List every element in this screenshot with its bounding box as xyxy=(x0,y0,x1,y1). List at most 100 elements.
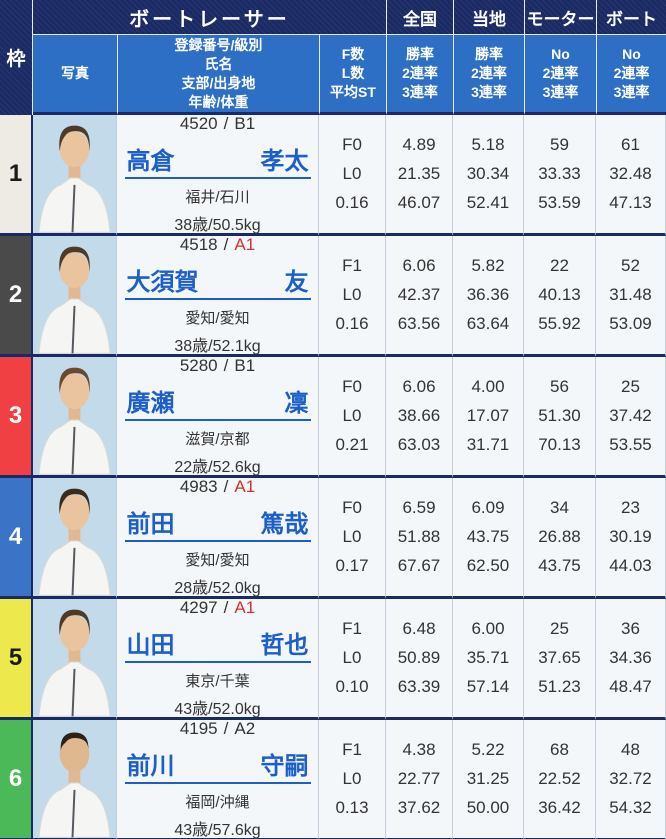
local-sub-line: 2連率 xyxy=(471,65,507,81)
motor-3rate: 51.23 xyxy=(538,677,581,696)
racer-name-link[interactable]: 廣瀬 凜 xyxy=(124,383,311,421)
age-weight: 22歳/52.6kg xyxy=(174,458,261,476)
national-stats-cell: 4.38 22.77 37.62 xyxy=(386,720,453,839)
frame-number: 5 xyxy=(0,599,33,720)
boat-number: 61 xyxy=(621,135,640,154)
boat-2rate: 37.42 xyxy=(609,406,652,425)
boat-group-header: ボート xyxy=(596,0,666,35)
portrait-image xyxy=(33,236,116,354)
racer-photo[interactable] xyxy=(33,599,117,720)
profile-header-line: 登録番号/級別 xyxy=(174,36,263,53)
portrait-image xyxy=(33,115,116,233)
racer-surname: 山田 xyxy=(126,631,175,659)
avg-st: 0.10 xyxy=(335,677,369,696)
national-2rate: 38.66 xyxy=(397,406,441,425)
racer-photo[interactable] xyxy=(33,115,117,236)
age-weight: 28歳/52.0kg xyxy=(174,579,261,597)
racer-name-link[interactable]: 山田 哲也 xyxy=(124,625,311,663)
frame-number: 6 xyxy=(0,720,33,839)
racer-given-name: 哲也 xyxy=(260,631,309,659)
national-sub-line: 3連率 xyxy=(402,84,438,100)
racer-class: A1 xyxy=(234,476,256,496)
motor-stats-cell: 59 33.33 53.59 xyxy=(524,115,596,236)
boat-number: 52 xyxy=(621,256,640,275)
racer-profile-cell: 4297 / A1 山田 哲也 東京/千葉 43歳/52.0kg xyxy=(117,597,319,720)
racer-given-name: 孝太 xyxy=(260,147,309,175)
registration-line: 5280 / B1 xyxy=(180,356,255,376)
boat-3rate: 48.47 xyxy=(609,677,652,696)
boat-sub-line: 2連率 xyxy=(613,65,650,81)
national-win-rate: 6.06 xyxy=(402,256,436,275)
l-count: L0 xyxy=(342,406,362,425)
l-count: L0 xyxy=(342,769,362,788)
boat-stats-cell: 23 30.19 44.03 xyxy=(596,478,666,599)
f-count-header-line: F数 xyxy=(341,46,365,62)
national-win-rate: 4.89 xyxy=(402,135,436,154)
racer-photo[interactable] xyxy=(33,236,117,357)
motor-number: 34 xyxy=(550,498,569,517)
local-stats-cell: 5.82 36.36 63.64 xyxy=(453,236,524,357)
national-2rate: 51.88 xyxy=(397,527,441,546)
registration-line: 4195 / A2 xyxy=(180,719,255,739)
registration-separator: / xyxy=(223,355,229,375)
motor-stats-cell: 34 26.88 43.75 xyxy=(524,478,596,599)
racer-name-link[interactable]: 前川 守嗣 xyxy=(124,746,311,784)
frame-column-header: 枠 xyxy=(0,0,33,115)
motor-2rate: 51.30 xyxy=(538,406,581,425)
registration-number: 4195 xyxy=(179,718,218,738)
national-stats-cell: 4.89 21.35 46.07 xyxy=(386,115,453,236)
boat-3rate: 54.32 xyxy=(609,798,652,817)
local-stats-cell: 6.09 43.75 62.50 xyxy=(453,478,524,599)
local-win-rate: 5.22 xyxy=(471,740,505,759)
registration-separator: / xyxy=(223,113,229,133)
l-count: L0 xyxy=(342,285,362,304)
fl-st-cell: F0 L0 0.17 xyxy=(319,478,386,599)
l-count: L0 xyxy=(342,648,362,667)
fl-st-cell: F0 L0 0.16 xyxy=(319,115,386,236)
motor-3rate: 36.42 xyxy=(538,798,581,817)
boat-sub-line: No xyxy=(622,46,641,62)
racer-class: A1 xyxy=(234,597,256,617)
portrait-image xyxy=(33,599,116,717)
registration-number: 4518 xyxy=(179,234,218,254)
boat-3rate: 53.55 xyxy=(609,435,652,454)
boat-number: 36 xyxy=(621,619,640,638)
racer-name-link[interactable]: 前田 篤哉 xyxy=(124,504,311,542)
racer-name-link[interactable]: 大須賀 友 xyxy=(124,262,311,300)
boatracer-header: ボートレーサー xyxy=(33,0,386,35)
avg-st: 0.16 xyxy=(335,314,369,333)
racer-class: A2 xyxy=(234,718,256,738)
local-stats-cell: 4.00 17.07 31.71 xyxy=(453,357,524,478)
national-stats-cell: 6.48 50.89 63.39 xyxy=(386,599,453,720)
motor-2rate: 33.33 xyxy=(538,164,581,183)
motor-3rate: 70.13 xyxy=(538,435,581,454)
national-win-rate: 4.38 xyxy=(402,740,436,759)
boat-number: 25 xyxy=(621,377,640,396)
registration-number: 4983 xyxy=(179,476,218,496)
national-3rate: 63.03 xyxy=(397,435,441,454)
racer-photo[interactable] xyxy=(33,357,117,478)
boat-2rate: 32.48 xyxy=(609,164,652,183)
racer-photo[interactable] xyxy=(33,478,117,599)
boat-2rate: 31.48 xyxy=(609,285,652,304)
registration-line: 4518 / A1 xyxy=(180,235,255,255)
racer-name-link[interactable]: 高倉 孝太 xyxy=(124,141,311,179)
national-3rate: 63.39 xyxy=(397,677,441,696)
motor-3rate: 43.75 xyxy=(538,556,581,575)
local-win-rate: 5.18 xyxy=(471,135,505,154)
racer-profile-cell: 4518 / A1 大須賀 友 愛知/愛知 38歳/52.1kg xyxy=(117,235,319,357)
avg-st: 0.16 xyxy=(335,193,369,212)
racer-photo[interactable] xyxy=(33,720,117,839)
national-stats-cell: 6.06 38.66 63.03 xyxy=(386,357,453,478)
fl-st-column-header: F数 L数 平均ST xyxy=(319,35,386,115)
motor-number: 22 xyxy=(550,256,569,275)
age-weight: 38歳/52.1kg xyxy=(174,337,261,355)
portrait-image xyxy=(33,720,116,838)
racer-given-name: 守嗣 xyxy=(260,752,309,780)
registration-line: 4520 / B1 xyxy=(180,114,255,134)
local-3rate: 57.14 xyxy=(466,677,510,696)
national-3rate: 37.62 xyxy=(397,798,441,817)
local-2rate: 43.75 xyxy=(466,527,510,546)
motor-2rate: 22.52 xyxy=(538,769,581,788)
